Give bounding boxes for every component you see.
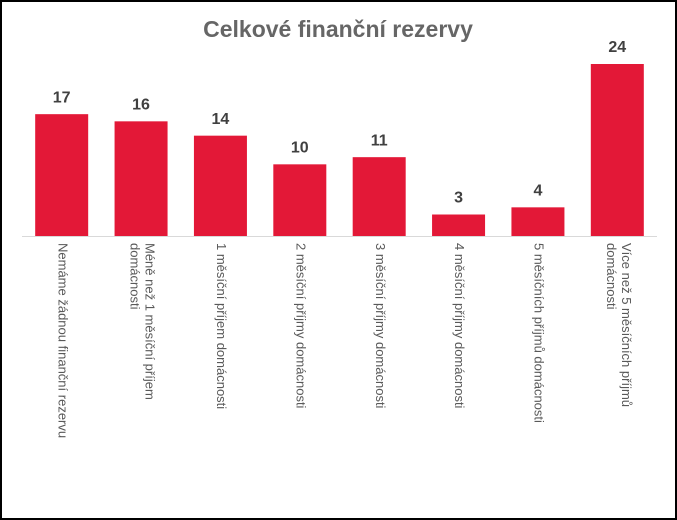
x-tick-label: 5 měsíčních příjmů domácnosti [532,243,547,423]
x-tick-label: Nemáme žádnou finanční rezervu [55,243,70,438]
value-label: 4 [533,183,542,200]
chart-title: Celkové finanční rezervy [203,16,473,42]
value-label: 14 [212,111,230,128]
bar [352,157,406,236]
bar [193,135,247,236]
value-label: 11 [371,132,388,149]
value-label: 24 [608,39,626,56]
value-label: 3 [454,190,463,207]
value-label: 16 [132,97,150,114]
value-label: 10 [291,140,309,157]
bar [432,214,486,236]
x-tick-label: 1 měsíční příjem domácnosti [214,243,229,409]
bar [273,164,327,236]
bar [114,121,168,236]
x-tick-label: Více než 5 měsíčních příjmůdomácnosti [603,243,633,407]
x-tick-label: Méně než 1 měsíční příjemdomácnosti [127,243,157,400]
bar [590,64,644,236]
x-tick-label: 4 měsíční příjmy domácnosti [452,243,467,409]
bar [35,114,89,236]
bar [511,207,565,236]
x-tick-label: 3 měsíční příjmy domácnosti [373,243,388,409]
x-tick-label: 2 měsíční příjmy domácnosti [293,243,308,409]
value-label: 17 [53,89,71,106]
